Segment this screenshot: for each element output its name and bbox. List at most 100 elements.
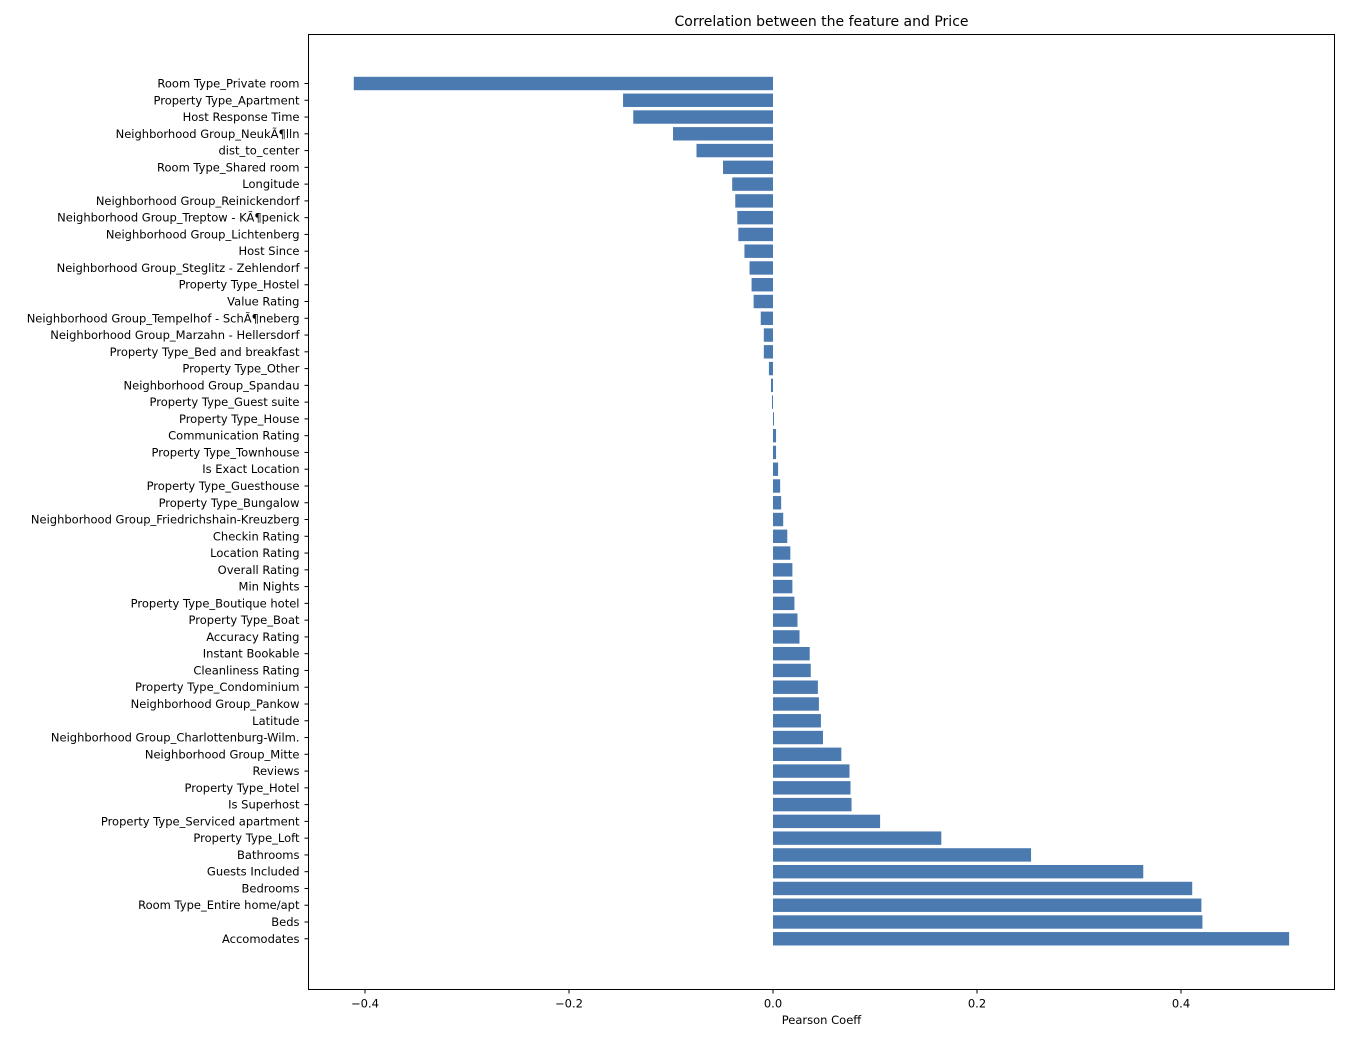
y-tick-label: Accuracy Rating xyxy=(206,630,299,644)
y-tick-label: Instant Bookable xyxy=(203,647,300,661)
y-tick-label: Neighborhood Group_Treptow - KÃ¶penick xyxy=(57,210,300,225)
bar xyxy=(773,730,823,745)
y-tick-label: Neighborhood Group_Steglitz - Zehlendorf xyxy=(57,261,301,275)
bar xyxy=(763,345,773,359)
bar xyxy=(773,596,795,611)
bar xyxy=(673,127,773,141)
bar xyxy=(773,579,793,594)
bar xyxy=(768,361,773,376)
y-tick-label: Overall Rating xyxy=(218,563,300,577)
bar xyxy=(773,445,777,460)
bar xyxy=(773,479,781,493)
y-tick-label: Neighborhood Group_Pankow xyxy=(131,697,300,711)
bar xyxy=(773,428,777,443)
y-tick-label: Room Type_Private room xyxy=(157,77,299,91)
bar xyxy=(773,563,793,577)
y-tick-label: Neighborhood Group_Friedrichshain-Kreuzb… xyxy=(31,513,300,527)
bar xyxy=(773,529,788,543)
y-tick-label: Neighborhood Group_Reinickendorf xyxy=(96,194,301,208)
y-tick-label: Bedrooms xyxy=(241,881,299,895)
y-tick-label: Neighborhood Group_Lichtenberg xyxy=(106,227,300,241)
y-tick-label: Location Rating xyxy=(210,546,299,560)
bar xyxy=(773,814,881,829)
y-tick-label: Communication Rating xyxy=(168,429,299,443)
bar xyxy=(773,412,775,426)
bar xyxy=(773,630,800,644)
bar xyxy=(773,898,1202,912)
y-tick-label: Neighborhood Group_Spandau xyxy=(124,378,300,392)
y-tick-label: Property Type_Other xyxy=(182,362,299,376)
bar xyxy=(623,93,773,107)
bar xyxy=(696,143,773,158)
y-tick-label: Property Type_Boat xyxy=(189,613,300,627)
y-tick-label: Property Type_Bungalow xyxy=(159,496,300,510)
y-tick-label: Property Type_Loft xyxy=(193,831,300,845)
bar xyxy=(763,328,773,342)
y-tick-label: Min Nights xyxy=(239,580,300,594)
bar xyxy=(770,378,773,393)
y-tick-label: Neighborhood Group_Mitte xyxy=(145,747,300,761)
y-tick-label: Property Type_House xyxy=(179,412,300,426)
y-tick-label: Reviews xyxy=(252,764,299,778)
bar xyxy=(773,781,851,795)
bar xyxy=(773,646,810,661)
y-tick-label: Property Type_Guest suite xyxy=(150,395,300,409)
bar xyxy=(773,764,850,778)
bar xyxy=(735,194,773,208)
bars-group xyxy=(353,76,1290,946)
y-tick-label: Neighborhood Group_Charlottenburg-Wilm. xyxy=(51,731,300,745)
y-tick-label: Latitude xyxy=(252,714,299,728)
y-tick-labels: Room Type_Private room Property Type_Apar… xyxy=(27,77,309,946)
y-tick-label: Property Type_Hotel xyxy=(185,781,300,795)
y-tick-label: Property Type_Hostel xyxy=(179,278,300,292)
bar xyxy=(353,76,773,91)
x-ticks: −0.4 −0.2 0.0 0.2 0.4 xyxy=(351,989,1190,1011)
y-tick-label: dist_to_center xyxy=(218,144,299,158)
y-tick-label: Bathrooms xyxy=(237,848,299,862)
y-tick-label: Property Type_Apartment xyxy=(153,93,299,107)
y-tick-label: Host Response Time xyxy=(183,110,300,124)
bar xyxy=(773,462,779,476)
x-axis-label: Pearson Coeff xyxy=(782,1013,862,1027)
y-tick-label: Value Rating xyxy=(227,295,299,309)
bar xyxy=(773,546,791,560)
bar xyxy=(773,932,1290,946)
y-tick-label: Neighborhood Group_Tempelhof - SchÃ¶nebe… xyxy=(27,310,300,325)
plot-frame xyxy=(308,34,1335,990)
y-tick-label: Is Superhost xyxy=(228,798,300,812)
bar xyxy=(760,311,773,325)
bar xyxy=(773,864,1144,879)
y-tick-label: Property Type_Boutique hotel xyxy=(131,596,300,610)
bar xyxy=(738,227,773,242)
y-tick-label: Beds xyxy=(271,915,299,929)
y-tick-label: Room Type_Shared room xyxy=(157,160,299,174)
bar xyxy=(749,261,773,275)
bar xyxy=(737,210,773,225)
bar xyxy=(773,714,821,728)
bar xyxy=(732,177,773,191)
bar xyxy=(771,395,773,409)
bar xyxy=(773,747,842,761)
y-tick-label: Accomodates xyxy=(222,932,300,946)
y-tick-label: Neighborhood Group_NeukÃ¶lln xyxy=(116,126,300,141)
bar xyxy=(751,278,773,292)
y-tick-label: Guests Included xyxy=(207,865,300,879)
bar xyxy=(723,160,773,175)
x-tick-label: 0.2 xyxy=(968,997,986,1011)
y-tick-label: Is Exact Location xyxy=(202,462,299,476)
bar xyxy=(753,294,773,309)
bar xyxy=(773,512,784,527)
y-tick-label: Property Type_Townhouse xyxy=(152,445,300,459)
y-tick-label: Neighborhood Group_Marzahn - Hellersdorf xyxy=(50,328,300,342)
y-tick-label: Property Type_Serviced apartment xyxy=(101,814,300,828)
y-tick-label: Cleanliness Rating xyxy=(193,663,299,677)
y-tick-label: Host Since xyxy=(238,244,299,258)
y-tick-label: Room Type_Entire home/apt xyxy=(138,898,300,912)
bar xyxy=(773,613,798,627)
bar xyxy=(744,244,773,258)
bar xyxy=(773,496,782,510)
bar xyxy=(773,915,1203,929)
y-tick-label: Property Type_Guesthouse xyxy=(147,479,300,493)
x-tick-label: 0.4 xyxy=(1172,997,1190,1011)
